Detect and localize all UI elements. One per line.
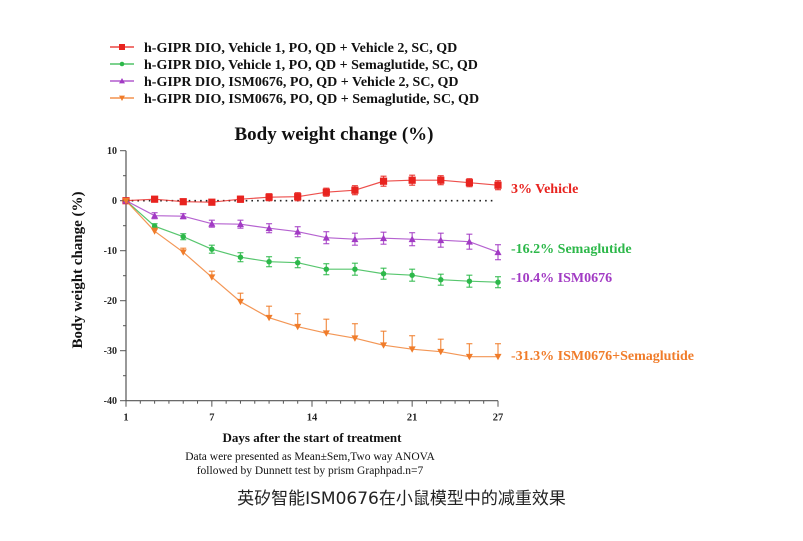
- marker-triangle-up: [351, 235, 359, 243]
- marker-square: [151, 195, 159, 203]
- body-weight-chart: h-GIPR DIO, Vehicle 1, PO, QD + Vehicle …: [70, 41, 694, 445]
- marker-triangle-down: [408, 346, 416, 353]
- marker-square: [494, 181, 502, 189]
- series-3: [122, 197, 502, 261]
- y-tick-label: -10: [104, 246, 117, 257]
- legend-label: h-GIPR DIO, Vehicle 1, PO, QD + Semaglut…: [144, 58, 478, 73]
- marker-triangle-down: [437, 348, 445, 356]
- series-line: [125, 179, 499, 203]
- marker-triangle-up: [236, 220, 244, 228]
- marker-triangle-up: [465, 238, 473, 245]
- marker-square: [322, 188, 330, 196]
- marker-square: [351, 186, 359, 194]
- marker-triangle-up: [179, 212, 187, 220]
- marker-triangle-down: [494, 353, 502, 361]
- legend-item: h-GIPR DIO, ISM0676, PO, QD + Vehicle 2,…: [110, 75, 458, 90]
- marker-triangle-up: [494, 248, 502, 256]
- series-4: [122, 197, 502, 361]
- end-label-series-3: -10.4% ISM0676: [511, 271, 612, 286]
- end-label-series-2: -16.2% Semaglutide: [511, 242, 632, 257]
- y-tick-label: -20: [104, 296, 117, 307]
- marker-triangle-up: [119, 78, 125, 84]
- end-label-series-4: -31.3% ISM0676+Semaglutide: [511, 349, 694, 364]
- marker-triangle-down: [236, 298, 244, 306]
- series-line: [125, 200, 498, 358]
- x-tick-label: 21: [407, 413, 418, 424]
- series-line: [125, 200, 499, 283]
- footnote-line-2: followed by Dunnett test by prism Graphp…: [196, 465, 424, 477]
- legend-item: h-GIPR DIO, Vehicle 1, PO, QD + Semaglut…: [110, 58, 478, 73]
- marker-triangle-down: [122, 197, 130, 205]
- series-1: [122, 174, 502, 206]
- marker-circle: [209, 246, 215, 252]
- series-line: [125, 200, 499, 253]
- marker-triangle-down: [322, 330, 330, 337]
- marker-triangle-down: [380, 342, 388, 349]
- marker-square: [408, 176, 416, 184]
- figure-caption: 英矽智能ISM0676在小鼠模型中的减重效果: [237, 489, 566, 509]
- x-axis-label: Days after the start of treatment: [223, 430, 403, 445]
- axes: 10 0 -10 -20 -30 -40 1 7 14 21 27: [104, 146, 504, 424]
- chart-title: Body weight change (%): [235, 124, 434, 145]
- marker-triangle-up: [380, 234, 388, 242]
- marker-triangle-down: [208, 274, 216, 281]
- legend-label: h-GIPR DIO, ISM0676, PO, QD + Vehicle 2,…: [144, 75, 458, 90]
- marker-triangle-up: [208, 220, 216, 227]
- footnote-line-1: Data were presented as Mean±Sem,Two way …: [185, 451, 435, 463]
- marker-triangle-down: [351, 335, 359, 342]
- marker-square: [179, 198, 187, 206]
- marker-circle: [323, 266, 330, 272]
- y-tick-label: 10: [107, 146, 117, 157]
- marker-circle: [409, 272, 415, 278]
- marker-triangle-down: [119, 95, 125, 101]
- marker-triangle-down: [179, 249, 187, 256]
- marker-circle: [180, 233, 186, 240]
- x-tick-label: 27: [493, 413, 504, 424]
- marker-triangle-down: [465, 353, 473, 361]
- marker-square: [379, 177, 388, 185]
- series-2: [123, 197, 501, 289]
- y-tick-label: 0: [112, 196, 117, 207]
- marker-triangle-up: [265, 224, 273, 232]
- legend-item: h-GIPR DIO, ISM0676, PO, QD + Semaglutid…: [110, 92, 479, 107]
- marker-triangle-up: [151, 212, 159, 219]
- y-axis-label: Body weight change (%): [70, 191, 86, 348]
- marker-circle: [237, 254, 244, 260]
- marker-triangle-up: [408, 235, 416, 243]
- y-tick-label: -30: [104, 346, 117, 357]
- marker-circle: [266, 258, 272, 265]
- marker-triangle-up: [322, 234, 330, 241]
- marker-triangle-up: [294, 228, 302, 235]
- legend-label: h-GIPR DIO, Vehicle 1, PO, QD + Vehicle …: [144, 41, 457, 56]
- x-tick-label: 14: [307, 413, 318, 424]
- x-tick-label: 7: [209, 413, 214, 424]
- y-tick-label: -40: [104, 396, 117, 407]
- marker-circle: [438, 276, 444, 283]
- legend-label: h-GIPR DIO, ISM0676, PO, QD + Semaglutid…: [144, 92, 479, 107]
- marker-circle: [119, 61, 125, 67]
- marker-triangle-up: [437, 236, 445, 244]
- marker-square: [465, 179, 473, 187]
- x-tick-label: 1: [123, 413, 128, 424]
- marker-circle: [466, 278, 473, 284]
- marker-circle: [352, 266, 358, 272]
- legend-item: h-GIPR DIO, Vehicle 1, PO, QD + Vehicle …: [110, 41, 457, 56]
- marker-triangle-down: [265, 314, 273, 322]
- end-label-series-1: 3% Vehicle: [511, 182, 578, 197]
- marker-square: [265, 193, 273, 201]
- marker-triangle-down: [151, 228, 159, 235]
- marker-circle: [294, 259, 301, 266]
- marker-circle: [380, 270, 387, 277]
- marker-square: [208, 198, 216, 206]
- series-layer: [122, 174, 502, 361]
- marker-square: [236, 195, 245, 203]
- marker-square: [294, 193, 302, 201]
- legend: h-GIPR DIO, Vehicle 1, PO, QD + Vehicle …: [110, 41, 479, 107]
- marker-square: [119, 44, 125, 50]
- marker-square: [437, 176, 445, 184]
- marker-circle: [495, 279, 501, 285]
- marker-triangle-down: [294, 323, 302, 331]
- end-labels: 3% Vehicle -16.2% Semaglutide -10.4% ISM06…: [511, 182, 694, 364]
- marker-circle: [151, 223, 158, 229]
